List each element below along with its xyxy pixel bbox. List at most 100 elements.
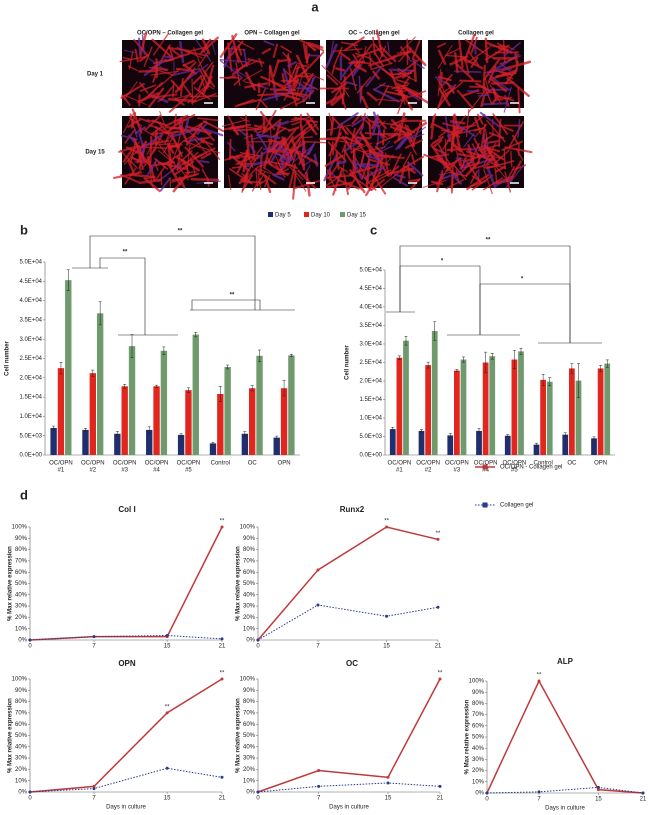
- y-tick-label: 100%: [240, 525, 256, 531]
- y-tick-label: 30%: [15, 756, 28, 762]
- x-tick-label: #2: [425, 468, 432, 474]
- x-tick-label: 0: [256, 796, 260, 802]
- cell: [278, 128, 297, 151]
- cell: [184, 171, 198, 174]
- y-tick-label: 20%: [243, 767, 256, 773]
- cell: [302, 136, 313, 139]
- cell: [396, 83, 423, 97]
- y-tick-label: 100%: [240, 677, 256, 683]
- cell: [372, 111, 383, 139]
- error-bar: [512, 350, 516, 370]
- micrograph: [319, 29, 429, 115]
- cell: [174, 113, 177, 126]
- y-tick-label: 80%: [15, 547, 28, 553]
- cell: [504, 146, 533, 154]
- cell: [444, 139, 448, 166]
- cell: [298, 151, 305, 165]
- cell: [268, 64, 272, 87]
- cell: [258, 57, 263, 68]
- x-tick-label: #5: [185, 468, 192, 474]
- bar: [562, 434, 569, 455]
- y-tick-label: 40%: [15, 744, 28, 750]
- y-tick-label: 10%: [15, 778, 28, 784]
- y-tick-label: 20%: [243, 615, 256, 621]
- cell: [359, 131, 373, 154]
- cell: [381, 68, 394, 79]
- line: [257, 678, 441, 793]
- cell: [389, 153, 402, 177]
- cell: [372, 88, 400, 103]
- cell: [407, 161, 424, 177]
- cell: [184, 50, 209, 57]
- cell: [277, 58, 292, 63]
- cell: [200, 139, 214, 146]
- cell: [277, 152, 291, 164]
- cell: [325, 43, 338, 69]
- cell: [264, 160, 289, 177]
- cell: [279, 156, 285, 168]
- cell: [449, 56, 467, 66]
- x-tick-label: 21: [437, 796, 444, 802]
- legend-label: Collagen gel: [500, 503, 533, 509]
- significance: **: [438, 671, 443, 677]
- y-tick-label: 10%: [15, 626, 28, 632]
- bar: [50, 427, 57, 455]
- cell: [408, 178, 421, 183]
- x-tick-label: OC: [567, 461, 577, 467]
- legend-swatch: [304, 212, 309, 217]
- point: [537, 679, 541, 683]
- bracket: [89, 235, 256, 310]
- cell: [489, 77, 508, 93]
- cell: [228, 125, 245, 130]
- bar: [209, 443, 217, 455]
- cell: [455, 124, 476, 130]
- cell: [489, 45, 506, 48]
- y-tick-label: 5.0E+03: [359, 434, 382, 440]
- point: [316, 568, 320, 572]
- cell: [187, 46, 207, 53]
- cell: [272, 43, 279, 58]
- cell: [234, 98, 255, 108]
- cell: [299, 39, 325, 52]
- bar: [447, 435, 454, 455]
- cell: [167, 46, 190, 52]
- cell: [484, 53, 495, 60]
- cell: [226, 141, 236, 152]
- error-bar: [289, 354, 293, 357]
- bracket: [479, 283, 571, 343]
- cell: [272, 59, 280, 77]
- point: [28, 638, 32, 642]
- x-tick-label: OPN: [278, 461, 291, 467]
- bar: [597, 368, 604, 455]
- cell: [463, 161, 480, 169]
- point: [485, 791, 489, 795]
- cell: [377, 132, 388, 139]
- cell: [121, 92, 131, 98]
- cell: [201, 36, 219, 53]
- cell: [387, 41, 390, 53]
- cell: [301, 117, 314, 129]
- bar: [591, 438, 597, 455]
- cell: [182, 59, 195, 67]
- cell: [151, 38, 174, 59]
- y-tick-label: 60%: [472, 723, 485, 729]
- cell: [251, 178, 262, 192]
- cell: [227, 42, 233, 72]
- cell: [233, 76, 243, 86]
- y-tick-label: 5.0E+04: [359, 268, 382, 274]
- cell: [291, 120, 302, 126]
- cell: [260, 99, 268, 109]
- cell: [488, 132, 505, 139]
- cell: [177, 121, 184, 144]
- significance: **: [230, 293, 235, 299]
- cell: [260, 75, 287, 89]
- cell: [236, 60, 258, 71]
- cell: [244, 82, 269, 89]
- error-bar: [391, 427, 395, 432]
- cell: [406, 121, 428, 137]
- cell: [265, 118, 282, 133]
- cell: [474, 116, 482, 135]
- error-bar: [194, 332, 198, 338]
- cell: [279, 98, 301, 110]
- point: [537, 790, 541, 794]
